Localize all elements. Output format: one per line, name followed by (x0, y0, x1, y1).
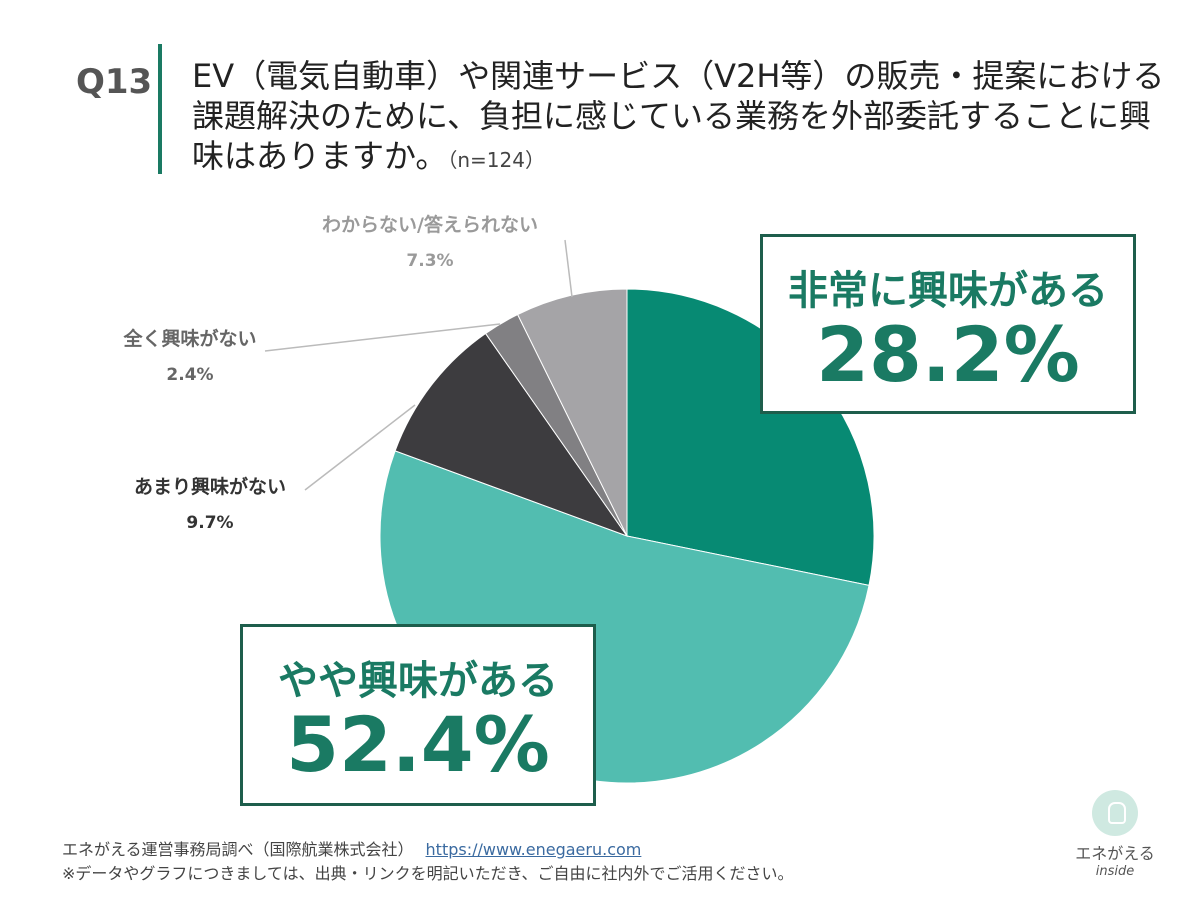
source-text: エネがえる運営事務局調べ（国際航業株式会社） (62, 840, 414, 859)
callout-somewhat-interested-pct: 52.4% (286, 700, 550, 789)
label-dont-know: わからない/答えられない 7.3% (290, 216, 570, 270)
slice-dont-know (516, 288, 628, 537)
callout-somewhat-interested: やや興味がある 52.4% (240, 624, 596, 806)
question-number: Q13 (76, 62, 153, 102)
logo-name: エネがえる (1075, 844, 1155, 863)
label-dont-know-pct: 7.3% (406, 251, 454, 271)
label-not-at-all: 全く興味がない 2.4% (100, 330, 280, 384)
slice-not-very-interested (394, 332, 629, 538)
label-not-very-pct: 9.7% (186, 513, 234, 533)
question-text: EV（電気自動車）や関連サービス（V2H等）の販売・提案における課題解決のために… (192, 56, 1172, 180)
label-not-very-name: あまり興味がない (133, 476, 286, 498)
usage-note: ※データやグラフにつきましては、出典・リンクを明記いただき、ご自由に社内外でご活… (62, 864, 794, 883)
question-body: EV（電気自動車）や関連サービス（V2H等）の販売・提案における課題解決のために… (192, 57, 1165, 175)
leader-line-not-very (304, 404, 416, 491)
sample-size: （n=124） (447, 148, 545, 172)
callout-somewhat-interested-name: やや興味がある (278, 658, 558, 704)
leader-line-not-at-all (264, 323, 501, 352)
lightbulb-icon (1092, 790, 1138, 836)
leader-line-dont-know (564, 239, 573, 298)
label-dont-know-name: わからない/答えられない (322, 214, 538, 236)
callout-very-interested-pct: 28.2% (816, 310, 1080, 399)
source-link[interactable]: https://www.enegaeru.com (425, 840, 642, 859)
callout-very-interested: 非常に興味がある 28.2% (760, 234, 1136, 414)
enegaeru-logo: エネがえる inside (1060, 790, 1170, 882)
logo-sub: inside (1095, 864, 1135, 879)
source-note: エネがえる運営事務局調べ（国際航業株式会社） https://www.enegae… (62, 838, 794, 886)
label-not-at-all-pct: 2.4% (166, 365, 214, 385)
source-line: エネがえる運営事務局調べ（国際航業株式会社） https://www.enegae… (62, 838, 794, 862)
question-divider (158, 44, 162, 174)
callout-very-interested-name: 非常に興味がある (788, 268, 1108, 314)
label-not-very: あまり興味がない 9.7% (110, 478, 310, 532)
label-not-at-all-name: 全く興味がない (123, 328, 257, 350)
